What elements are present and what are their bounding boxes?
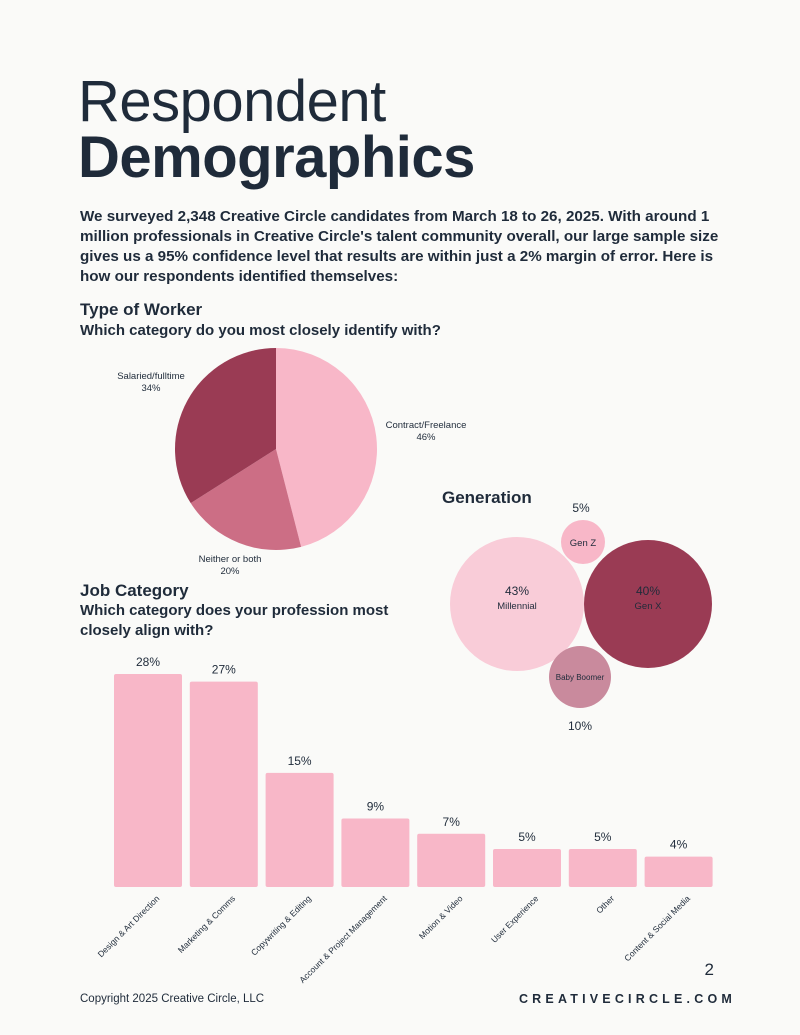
bar-value-label: 4% bbox=[670, 838, 688, 852]
bar-value-label: 27% bbox=[212, 663, 236, 677]
generation-heading: Generation bbox=[442, 488, 532, 507]
bar bbox=[341, 818, 410, 887]
footer-copyright: Copyright 2025 Creative Circle, LLC bbox=[80, 993, 265, 1005]
bar bbox=[644, 856, 713, 887]
bar-category-label: Design & Art Direction bbox=[96, 893, 162, 959]
bar-category-label: Content & Social Media bbox=[622, 893, 692, 963]
bar-value-label: 28% bbox=[136, 655, 160, 669]
bubble-value: 5% bbox=[572, 501, 590, 515]
pie-slice-label: Contract/Freelance bbox=[386, 420, 467, 431]
bar-value-label: 5% bbox=[594, 830, 612, 844]
pie-slice-label: Neither or both bbox=[199, 554, 262, 565]
page-title-line2: Demographics bbox=[78, 125, 475, 190]
bar-value-label: 5% bbox=[518, 830, 536, 844]
bar-value-label: 7% bbox=[443, 815, 461, 829]
bar bbox=[568, 848, 637, 887]
bubble bbox=[450, 537, 584, 671]
bar bbox=[417, 833, 486, 887]
pie-slice bbox=[190, 449, 302, 550]
bar-value-label: 15% bbox=[288, 754, 312, 768]
bubble-value: 40% bbox=[636, 584, 660, 598]
bubble-label: Baby Boomer bbox=[556, 673, 605, 682]
pie-slice-value: 34% bbox=[141, 383, 161, 394]
footer-brand: CREATIVECIRCLE.COM bbox=[518, 992, 736, 1006]
bar-category-label: Copywriting & Editing bbox=[249, 893, 313, 957]
job-question: Which category does your profession most… bbox=[80, 602, 389, 639]
bar-category-label: User Experience bbox=[489, 893, 541, 945]
bubble bbox=[584, 540, 712, 668]
pie-slice bbox=[276, 348, 378, 547]
worker-heading: Type of Worker bbox=[80, 300, 203, 319]
pie-slice-value: 46% bbox=[416, 432, 436, 443]
bar bbox=[493, 848, 561, 887]
bar bbox=[189, 681, 258, 887]
pie-slice-label: Salaried/fulltime bbox=[117, 371, 185, 382]
bar-value-label: 9% bbox=[367, 800, 385, 814]
bubble bbox=[549, 646, 611, 708]
bar-category-label: Account & Project Management bbox=[297, 893, 389, 985]
bubble-value: 10% bbox=[568, 719, 592, 733]
worker-question: Which category do you most closely ident… bbox=[80, 322, 441, 339]
bubble-label: Millennial bbox=[497, 601, 537, 612]
bar-category-label: Other bbox=[594, 893, 616, 915]
page-title-line1: Respondent bbox=[78, 69, 386, 134]
bubble bbox=[561, 520, 605, 564]
bubble-label: Gen X bbox=[635, 601, 663, 612]
page-number: 2 bbox=[704, 960, 714, 979]
pie-slice bbox=[174, 348, 276, 504]
bar-category-label: Marketing & Comms bbox=[176, 893, 238, 955]
intro-paragraph: We surveyed 2,348 Creative Circle candid… bbox=[80, 208, 719, 285]
bubble-label: Gen Z bbox=[570, 538, 597, 549]
bubble-value: 43% bbox=[505, 584, 529, 598]
job-heading: Job Category bbox=[80, 581, 189, 600]
bar-category-label: Motion & Video bbox=[417, 893, 465, 941]
bar bbox=[265, 772, 334, 887]
pie-slice-value: 20% bbox=[220, 566, 240, 577]
bar bbox=[114, 674, 182, 887]
